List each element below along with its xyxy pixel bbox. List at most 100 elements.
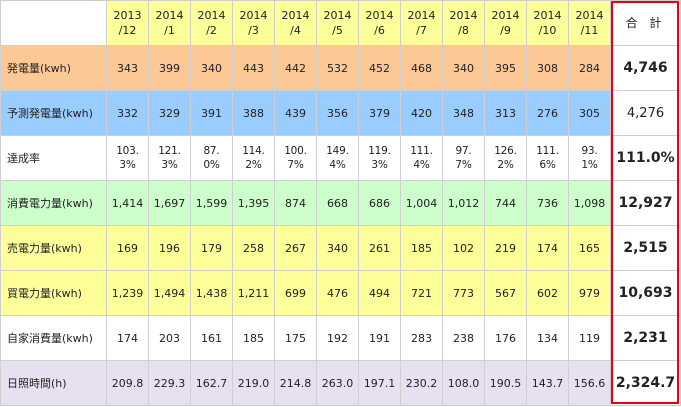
value-cell: 313 <box>484 90 527 136</box>
total-cell: 2,231 <box>610 315 681 361</box>
value-cell: 567 <box>484 270 527 316</box>
value-cell: 230.2 <box>400 360 443 406</box>
value-cell: 179 <box>190 225 233 271</box>
value-cell: 161 <box>190 315 233 361</box>
value-cell: 156.6 <box>568 360 611 406</box>
value-cell: 348 <box>442 90 485 136</box>
value-cell: 103. 3% <box>106 135 149 181</box>
value-cell: 176 <box>484 315 527 361</box>
value-cell: 1,599 <box>190 180 233 226</box>
value-cell: 494 <box>358 270 401 316</box>
value-cell: 219 <box>484 225 527 271</box>
value-cell: 197.1 <box>358 360 401 406</box>
value-cell: 388 <box>232 90 275 136</box>
value-cell: 203 <box>148 315 191 361</box>
row-label: 買電力量(kwh) <box>0 270 107 316</box>
value-cell: 340 <box>190 45 233 91</box>
value-cell: 111. 4% <box>400 135 443 181</box>
value-cell: 1,012 <box>442 180 485 226</box>
value-cell: 340 <box>316 225 359 271</box>
value-cell: 379 <box>358 90 401 136</box>
value-cell: 229.3 <box>148 360 191 406</box>
value-cell: 452 <box>358 45 401 91</box>
month-header: 2014/8 <box>442 0 485 46</box>
value-cell: 699 <box>274 270 317 316</box>
value-cell: 111. 6% <box>526 135 569 181</box>
value-cell: 121. 3% <box>148 135 191 181</box>
value-cell: 100. 7% <box>274 135 317 181</box>
value-cell: 169 <box>106 225 149 271</box>
value-cell: 87. 0% <box>190 135 233 181</box>
value-cell: 261 <box>358 225 401 271</box>
value-cell: 276 <box>526 90 569 136</box>
value-cell: 93. 1% <box>568 135 611 181</box>
value-cell: 219.0 <box>232 360 275 406</box>
month-header: 2014/4 <box>274 0 317 46</box>
row-achievement-rate: 達成率 103. 3% 121. 3% 87. 0% 114. 2% 100. 7% 149. 4% 11… <box>0 135 681 181</box>
month-header: 2014/1 <box>148 0 191 46</box>
value-cell: 102 <box>442 225 485 271</box>
value-cell: 442 <box>274 45 317 91</box>
row-sold-power: 売電力量(kwh) 169 196 179 258 267 340 261 185 102 219 1… <box>0 225 681 271</box>
value-cell: 119 <box>568 315 611 361</box>
value-cell: 192 <box>316 315 359 361</box>
value-cell: 185 <box>400 225 443 271</box>
month-header: 2014/6 <box>358 0 401 46</box>
month-header: 2014/2 <box>190 0 233 46</box>
value-cell: 1,098 <box>568 180 611 226</box>
value-cell: 773 <box>442 270 485 316</box>
value-cell: 1,414 <box>106 180 149 226</box>
total-header: 合 計 <box>610 0 681 46</box>
value-cell: 97. 7% <box>442 135 485 181</box>
value-cell: 721 <box>400 270 443 316</box>
value-cell: 119. 3% <box>358 135 401 181</box>
value-cell: 744 <box>484 180 527 226</box>
row-bought-power: 買電力量(kwh) 1,239 1,494 1,438 1,211 699 476 494 72… <box>0 270 681 316</box>
value-cell: 1,211 <box>232 270 275 316</box>
month-header: 2014/10 <box>526 0 569 46</box>
row-generation: 発電量(kwh) 343 399 340 443 442 532 452 468 340 395 30… <box>0 45 681 91</box>
value-cell: 190.5 <box>484 360 527 406</box>
value-cell: 263.0 <box>316 360 359 406</box>
value-cell: 258 <box>232 225 275 271</box>
row-consumption: 消費電力量(kwh) 1,414 1,697 1,599 1,395 874 668 686 1… <box>0 180 681 226</box>
value-cell: 308 <box>526 45 569 91</box>
value-cell: 1,004 <box>400 180 443 226</box>
value-cell: 1,494 <box>148 270 191 316</box>
total-cell: 2,515 <box>610 225 681 271</box>
row-label: 売電力量(kwh) <box>0 225 107 271</box>
value-cell: 149. 4% <box>316 135 359 181</box>
value-cell: 185 <box>232 315 275 361</box>
value-cell: 395 <box>484 45 527 91</box>
total-cell: 4,746 <box>610 45 681 91</box>
value-cell: 267 <box>274 225 317 271</box>
month-header: 2014/7 <box>400 0 443 46</box>
month-header: 2014/11 <box>568 0 611 46</box>
value-cell: 329 <box>148 90 191 136</box>
total-cell: 111.0% <box>610 135 681 181</box>
value-cell: 340 <box>442 45 485 91</box>
value-cell: 1,239 <box>106 270 149 316</box>
row-label: 自家消費量(kwh) <box>0 315 107 361</box>
value-cell: 174 <box>106 315 149 361</box>
value-cell: 238 <box>442 315 485 361</box>
value-cell: 284 <box>568 45 611 91</box>
value-cell: 874 <box>274 180 317 226</box>
month-header: 2014/9 <box>484 0 527 46</box>
value-cell: 1,697 <box>148 180 191 226</box>
total-cell: 2,324.7 <box>610 360 681 406</box>
value-cell: 391 <box>190 90 233 136</box>
value-cell: 305 <box>568 90 611 136</box>
value-cell: 143.7 <box>526 360 569 406</box>
value-cell: 979 <box>568 270 611 316</box>
value-cell: 162.7 <box>190 360 233 406</box>
value-cell: 420 <box>400 90 443 136</box>
value-cell: 196 <box>148 225 191 271</box>
value-cell: 283 <box>400 315 443 361</box>
value-cell: 532 <box>316 45 359 91</box>
value-cell: 134 <box>526 315 569 361</box>
row-label: 達成率 <box>0 135 107 181</box>
total-cell: 10,693 <box>610 270 681 316</box>
